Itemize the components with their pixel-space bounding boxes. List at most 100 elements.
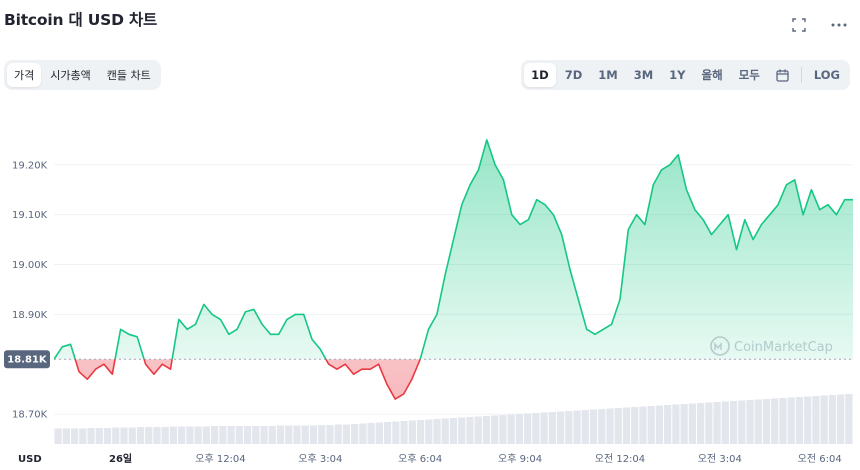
volume-bar bbox=[136, 427, 145, 444]
volume-bar bbox=[606, 408, 614, 444]
price-area bbox=[54, 139, 853, 400]
volume-bar bbox=[408, 420, 416, 444]
volume-bar bbox=[515, 414, 524, 444]
volume-bar bbox=[400, 421, 408, 444]
volume-bar bbox=[202, 426, 211, 444]
volume-bar bbox=[70, 428, 79, 444]
top-icons bbox=[790, 16, 848, 34]
volume-bar bbox=[87, 428, 95, 444]
volume-bar bbox=[762, 399, 771, 444]
volume-bar bbox=[62, 428, 70, 444]
y-tick-label: 18.70K bbox=[12, 410, 48, 421]
y-tick-label: 19.20K bbox=[12, 160, 48, 171]
volume-bar bbox=[688, 403, 696, 444]
volume-bar bbox=[828, 395, 837, 444]
tab-market-cap[interactable]: 시가총액 bbox=[50, 69, 91, 82]
volume-bar bbox=[227, 426, 235, 444]
range-7d[interactable]: 7D bbox=[564, 68, 583, 82]
volume-bar bbox=[103, 428, 112, 444]
volume-bar bbox=[309, 425, 318, 444]
log-toggle[interactable]: LOG bbox=[813, 68, 840, 82]
x-tick-label: 오후 3:04 bbox=[298, 453, 342, 465]
tab-candle-chart[interactable]: 캔들 차트 bbox=[106, 69, 151, 82]
volume-bar bbox=[293, 425, 301, 444]
calendar-icon[interactable] bbox=[769, 63, 796, 87]
volume-bar bbox=[548, 412, 556, 444]
volume-bar bbox=[79, 428, 87, 444]
range-3m[interactable]: 3M bbox=[633, 68, 654, 82]
volume-bar bbox=[589, 409, 598, 444]
volume-bar bbox=[721, 401, 729, 444]
x-tick-label: 오전 3:04 bbox=[698, 453, 742, 465]
volume-bar bbox=[540, 412, 548, 444]
volume-bar bbox=[392, 421, 400, 444]
volume-bar bbox=[186, 426, 194, 444]
volume-bar bbox=[474, 416, 482, 444]
reference-price-label: 18.81K bbox=[7, 355, 48, 366]
volume-bar bbox=[235, 426, 243, 444]
x-axis: USD 26일 오후 12:04 오후 3:04 오후 6:04 오후 9:04 오전 12… bbox=[18, 452, 842, 465]
y-axis: 19.20K 19.10K 19.00K 18.90K 18.70K bbox=[12, 160, 48, 420]
volume-bar bbox=[771, 398, 779, 444]
more-icon[interactable] bbox=[830, 16, 848, 34]
volume-bar bbox=[161, 427, 169, 444]
volume-bar bbox=[153, 427, 161, 444]
range-1y[interactable]: 1Y bbox=[669, 68, 686, 82]
volume-bar bbox=[795, 397, 804, 444]
volume-bar bbox=[713, 402, 721, 444]
fullscreen-icon[interactable] bbox=[790, 16, 808, 34]
volume-bar bbox=[145, 427, 153, 444]
x-tick-label: 오후 9:04 bbox=[498, 453, 542, 465]
chart-title: Bitcoin 대 USD 차트 bbox=[4, 11, 158, 29]
volume-bar bbox=[211, 426, 219, 444]
volume-bar bbox=[812, 396, 820, 444]
volume-bar bbox=[779, 398, 787, 444]
volume-bar bbox=[178, 426, 186, 444]
range-1d[interactable]: 1D bbox=[524, 63, 556, 87]
x-tick-label: 오후 12:04 bbox=[195, 453, 245, 465]
volume-bar bbox=[598, 409, 606, 444]
price-line-up bbox=[54, 139, 853, 360]
range-ytd[interactable]: 올해 bbox=[701, 68, 723, 82]
volume-bar bbox=[622, 407, 631, 444]
volume-bar bbox=[482, 416, 491, 444]
volume-bar bbox=[845, 394, 853, 444]
volume-bar bbox=[738, 400, 746, 444]
volume-bar bbox=[318, 425, 326, 444]
volume-bar bbox=[252, 426, 260, 444]
volume-bar bbox=[507, 414, 515, 444]
volume-bar bbox=[169, 426, 178, 444]
volume-bar bbox=[655, 405, 664, 444]
volume-bar bbox=[351, 424, 359, 444]
volume-bar bbox=[614, 408, 622, 444]
volume-bar bbox=[342, 424, 351, 444]
volume-bar bbox=[705, 402, 713, 444]
volume-bar bbox=[334, 424, 342, 444]
price-area-up bbox=[54, 139, 853, 360]
volume-bar bbox=[301, 425, 309, 444]
volume-bar bbox=[573, 410, 581, 444]
volume-bar bbox=[128, 427, 136, 444]
y-tick-label: 18.90K bbox=[12, 310, 48, 321]
volume-bar bbox=[260, 426, 268, 444]
x-tick-label: 26일 bbox=[109, 452, 132, 465]
volume-bar bbox=[194, 426, 202, 444]
volume-bar bbox=[120, 427, 128, 444]
volume-bar bbox=[383, 422, 392, 444]
range-all[interactable]: 모두 bbox=[738, 68, 760, 82]
range-1m[interactable]: 1M bbox=[598, 68, 618, 82]
volume-bar bbox=[326, 425, 334, 444]
volume-bar bbox=[631, 407, 639, 444]
volume-bar bbox=[565, 411, 573, 444]
currency-label: USD bbox=[18, 454, 42, 465]
price-line bbox=[54, 139, 853, 400]
volume-bar bbox=[425, 419, 433, 444]
volume-bar bbox=[466, 417, 474, 444]
tab-price[interactable]: 가격 bbox=[7, 63, 42, 87]
volume-bar bbox=[524, 413, 532, 444]
x-tick-label: 오전 12:04 bbox=[595, 453, 645, 465]
volume-bar bbox=[837, 394, 845, 444]
volume-bar bbox=[639, 406, 647, 444]
volume-bar bbox=[95, 428, 103, 444]
